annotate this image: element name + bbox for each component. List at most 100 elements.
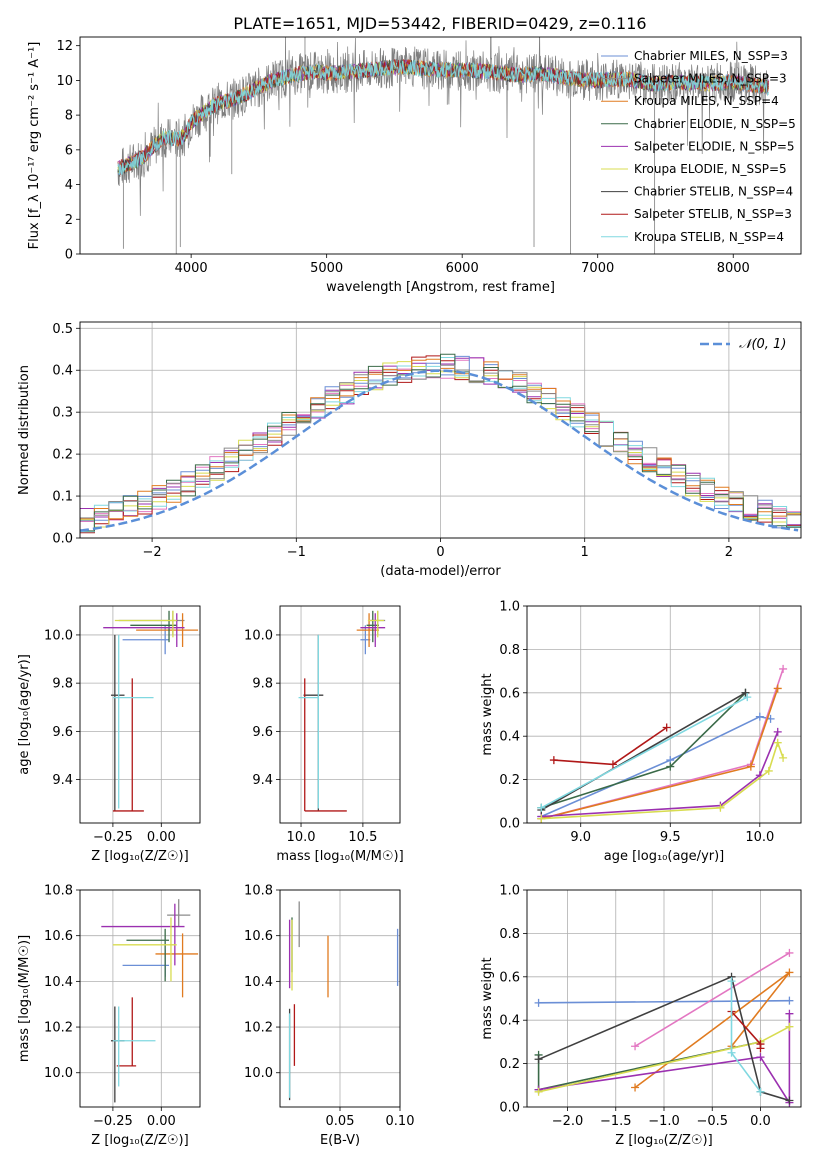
x-tick-label: 0.00 [147,830,176,845]
mass-weight-marker [631,1042,640,1051]
axes-frame [526,605,802,824]
panel-age-vs-mass: 10.0 10.5 9.4 9.6 9.8 10.0 mass [log₁₀(M/M☉)] [244,605,404,864]
x-tick-label: 0.00 [147,1114,176,1129]
y-tick-label: 9.8 [252,677,273,692]
plot-area [117,37,770,254]
mass-weight-line [538,975,790,1102]
mass-weight-marker [537,814,546,823]
mass-weight-marker [764,766,773,775]
x-tick-label: 0.10 [386,1114,415,1129]
legend-label: Kroupa MILES, N_SSP=4 [634,94,779,108]
x-axis-label: Z [log₁₀(Z/Z☉)] [615,1133,712,1148]
mass-weight-marker [773,684,782,693]
y-tick-label: 10.0 [244,628,273,643]
y-tick-label: 10.6 [44,929,73,944]
x-tick-label: −0.25 [93,1114,133,1129]
y-tick-label: 0.6 [499,970,520,985]
x-tick-label: 9.5 [660,830,681,845]
plot-area [537,664,788,823]
y-tick-label: 9.6 [52,725,73,740]
y-tick-label: 9.4 [52,773,73,788]
x-tick-label: 9.0 [570,830,591,845]
panel-mass-weight-vs-age: 9.0 9.5 10.0 0.0 0.2 0.4 0.6 0.8 1.0 age [log₁₀(a… [480,600,802,864]
mass-weight-marker [666,762,675,771]
legend-label: Salpeter ELODIE, N_SSP=5 [634,139,795,153]
mass-weight-marker [785,948,794,957]
x-axis-label: E(B-V) [320,1133,360,1148]
x-tick-label: −0.25 [93,830,133,845]
y-axis-label: mass weight [480,673,495,755]
mass-weight-marker [785,1022,794,1031]
mass-weight-marker [727,977,736,986]
mass-weight-line [540,715,771,818]
axes-frame [526,889,802,1108]
y-tick-label: 10.4 [244,975,273,990]
y-tick-label: 4 [65,178,73,193]
mass-weight-marker [746,762,755,771]
legend-label: Chabrier ELODIE, N_SSP=5 [634,117,796,131]
histogram-series [80,364,801,538]
mass-weight-marker [756,1053,765,1062]
plot-area [298,610,386,812]
panel-age-vs-Z: −0.25 0.00 9.4 9.6 9.8 10.0 Z [log₁₀(Z/Z☉)] age… [17,605,201,864]
x-tick-label: 0 [436,545,444,560]
x-tick-label: 8000 [717,261,750,276]
y-tick-label: 9.4 [252,773,273,788]
mass-weight-marker [779,664,788,673]
mass-weight-marker [741,688,750,697]
mass-weight-marker [631,1083,640,1092]
y-tick-label: 0.0 [499,817,520,832]
y-tick-label: 0.4 [52,364,73,379]
axes-frame [79,321,802,539]
y-axis-label: Flux [f_λ 10⁻¹⁷ erg cm⁻² s⁻¹ A⁻¹] [27,42,42,250]
y-axis-label: age [log₁₀(age/yr)] [17,654,32,775]
mass-weight-marker [534,1087,543,1096]
mass-weight-marker [756,1087,765,1096]
mass-weight-marker [534,1055,543,1064]
x-tick-label: −2.0 [552,1114,584,1129]
mass-weight-marker [608,760,617,769]
x-tick-label: 6000 [446,261,479,276]
x-tick-label: 5000 [310,261,343,276]
y-tick-label: 10.0 [44,628,73,643]
y-tick-label: 1.0 [499,884,520,899]
mass-weight-marker [537,803,546,812]
axes-frame [279,889,401,1108]
x-tick-label: −2 [143,545,162,560]
x-tick-label: 0.0 [750,1114,771,1129]
y-tick-label: 0.8 [499,643,520,658]
mass-weight-marker [743,693,752,702]
plot-area [288,901,399,1101]
y-tick-label: 0.8 [499,927,520,942]
mass-weight-marker [662,723,671,732]
plot-area [534,948,794,1107]
mass-weight-marker [785,996,794,1005]
x-axis-label: Z [log₁₀(Z/Z☉)] [91,849,188,864]
mass-weight-marker [779,753,788,762]
y-tick-label: 1.0 [499,600,520,615]
x-tick-label: −0.5 [696,1114,728,1129]
x-tick-label: 4000 [175,261,208,276]
normal-distribution-curve [80,369,799,532]
x-tick-label: 1 [581,545,589,560]
axes-frame [79,889,201,1108]
y-tick-label: 0.4 [499,730,520,745]
mass-weight-marker [716,803,725,812]
mass-weight-line [541,740,784,820]
y-tick-label: 0.1 [52,490,73,505]
x-axis-label: wavelength [Angstrom, rest frame] [326,280,555,295]
legend-label: Kroupa ELODIE, N_SSP=5 [634,162,787,176]
x-tick-label: 7000 [581,261,614,276]
y-tick-label: 2 [65,213,73,228]
x-tick-label: 10.0 [287,830,316,845]
legend-label: 𝒩(0, 1) [739,337,786,352]
mass-weight-marker [756,1044,765,1053]
mass-weight-line [540,692,746,811]
x-tick-label: 0.05 [326,1114,355,1129]
y-tick-label: 12 [56,39,73,54]
x-tick-label: 10.5 [348,830,377,845]
panel-mass-vs-ebv: 0.05 0.10 10.0 10.2 10.4 10.6 10.8 E(B-V) [244,884,414,1149]
y-axis-label: mass [log₁₀(M/M☉)] [17,935,32,1062]
mass-weight-marker [785,1096,794,1105]
